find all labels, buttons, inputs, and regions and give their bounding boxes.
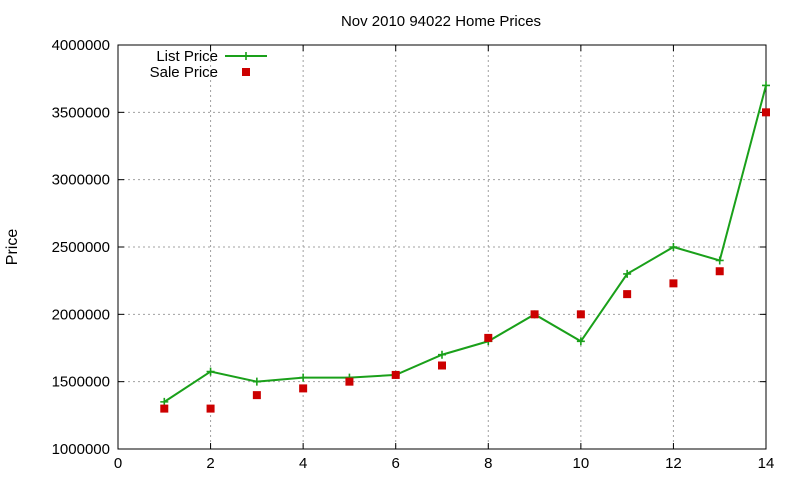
list-price-point xyxy=(715,256,724,265)
x-tick-label: 14 xyxy=(758,455,775,472)
sale-price-point xyxy=(530,310,539,319)
list-price-point xyxy=(669,243,678,251)
x-tick-label: 6 xyxy=(392,455,400,472)
x-tick-label: 2 xyxy=(206,455,214,472)
sale-price-point xyxy=(669,279,678,288)
list-price-point xyxy=(299,373,308,382)
axis-ticks: 0 2 4 6 8 10 12 14 1000000 1500000 2000000 2500000 3… xyxy=(52,37,775,472)
grid xyxy=(118,45,766,449)
sale-price-point xyxy=(160,404,169,413)
sale-price-point xyxy=(484,333,493,342)
y-tick-label: 3500000 xyxy=(52,104,110,121)
y-tick-label: 3000000 xyxy=(52,172,110,189)
legend-plus-marker xyxy=(242,52,250,60)
sale-price-point xyxy=(715,267,724,276)
x-tick-label: 8 xyxy=(484,455,492,472)
y-tick-label: 2500000 xyxy=(52,239,110,256)
list-price-point xyxy=(762,81,770,90)
x-tick-label: 10 xyxy=(573,455,590,472)
y-tick-label: 4000000 xyxy=(52,37,110,54)
sale-price-point xyxy=(438,361,446,370)
sale-price-point xyxy=(576,310,585,319)
x-tick-label: 0 xyxy=(114,455,122,472)
sale-price-point xyxy=(252,391,261,400)
series-layer xyxy=(160,81,770,413)
y-tick-label: 1500000 xyxy=(52,374,110,391)
list-price-point xyxy=(252,377,261,386)
sale-price-point xyxy=(623,290,632,299)
list-price-point xyxy=(206,367,215,376)
chart-title: Nov 2010 94022 Home Prices xyxy=(341,13,541,30)
x-tick-label: 12 xyxy=(665,455,682,472)
sale-price-point xyxy=(299,384,308,393)
legend-square-marker xyxy=(242,68,250,76)
sale-price-point xyxy=(206,404,215,413)
list-price-point xyxy=(438,350,446,359)
x-tick-label: 4 xyxy=(299,455,307,472)
y-tick-label: 2000000 xyxy=(52,306,110,323)
series-0 xyxy=(160,81,770,406)
y-axis-label: Price xyxy=(4,229,21,266)
sale-price-point xyxy=(345,377,354,386)
list-price-point xyxy=(576,337,585,346)
list-price-line xyxy=(163,85,767,403)
list-price-point xyxy=(623,269,632,278)
sale-price-point xyxy=(391,370,400,379)
legend-label: Sale Price xyxy=(150,64,218,81)
sale-price-point xyxy=(762,108,770,117)
legend-label: List Price xyxy=(156,48,218,65)
series-1 xyxy=(160,108,770,413)
list-price-point xyxy=(160,397,169,406)
y-tick-label: 1000000 xyxy=(52,441,110,458)
